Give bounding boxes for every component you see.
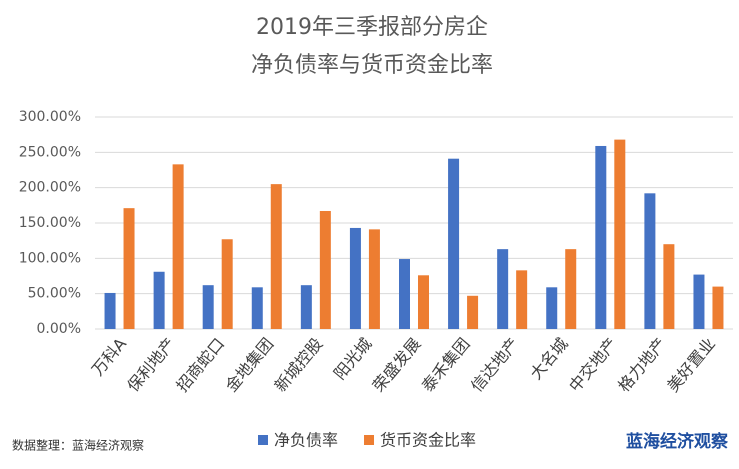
- bar: [644, 193, 656, 329]
- x-tick-label: 万科A: [88, 334, 130, 379]
- bar: [595, 145, 607, 329]
- x-tick-label: 荣盛发展: [369, 334, 425, 395]
- y-tick-label: 50.00%: [28, 286, 81, 302]
- legend-swatch: [258, 435, 268, 445]
- bar: [368, 229, 380, 329]
- legend-label: 货币资金比率: [380, 431, 476, 450]
- bar: [349, 227, 361, 329]
- x-tick-label: 金地集团: [222, 334, 278, 395]
- bar: [448, 158, 460, 329]
- chart-title: 2019年三季报部分房企: [256, 15, 488, 40]
- y-tick-label: 200.00%: [19, 180, 81, 196]
- bar: [565, 249, 577, 329]
- bar: [270, 184, 282, 329]
- bar: [399, 259, 410, 329]
- bar: [497, 249, 509, 329]
- x-tick-label: 大名城: [526, 334, 571, 383]
- x-tick-label: 美好置业: [663, 334, 719, 395]
- bar: [104, 292, 116, 329]
- bar: [221, 239, 233, 329]
- bar: [251, 287, 263, 329]
- x-tick-label: 格力地产: [614, 334, 670, 395]
- bar: [467, 295, 479, 329]
- watermark: 蓝海经济观察: [626, 431, 729, 452]
- y-tick-label: 300.00%: [19, 109, 81, 125]
- y-tick-label: 0.00%: [37, 321, 81, 337]
- bar: [516, 270, 528, 329]
- bar: [123, 208, 135, 329]
- x-tick-label: 保利地产: [123, 334, 179, 395]
- bar: [418, 275, 429, 329]
- bar: [202, 285, 214, 329]
- x-tick-label: 泰禾集团: [418, 334, 474, 395]
- y-tick-label: 150.00%: [19, 215, 81, 231]
- bar: [693, 274, 705, 329]
- x-tick-label: 招商蛇口: [173, 334, 229, 395]
- bar: [153, 271, 165, 329]
- x-tick-label: 中交地产: [565, 334, 621, 395]
- y-tick-label: 250.00%: [19, 144, 81, 160]
- chart-subtitle: 净负债率与货币资金比率: [251, 53, 493, 78]
- x-tick-label: 新城控股: [271, 334, 327, 395]
- legend-label: 净负债率: [274, 431, 338, 450]
- legend-swatch: [364, 435, 375, 445]
- y-tick-label: 100.00%: [19, 250, 81, 266]
- bar: [614, 139, 626, 329]
- bar: [172, 164, 184, 329]
- source-note: 数据整理：蓝海经济观察: [12, 438, 144, 453]
- bar: [712, 286, 724, 329]
- x-tick-label: 阳光城: [330, 334, 375, 383]
- bar: [300, 285, 312, 329]
- bar: [663, 244, 675, 329]
- x-tick-label: 信达地产: [467, 334, 523, 395]
- bar: [319, 210, 331, 329]
- bar: [546, 287, 558, 329]
